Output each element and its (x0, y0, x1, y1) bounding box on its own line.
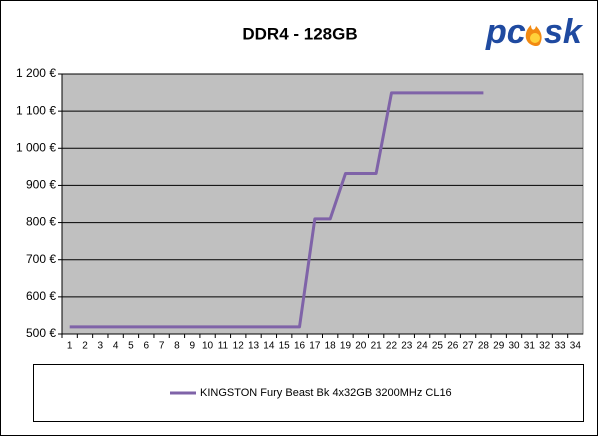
y-tick-label: 500 € (26, 326, 56, 340)
x-tick-label: 17 (309, 341, 321, 352)
legend-label: KINGSTON Fury Beast Bk 4x32GB 3200MHz CL… (200, 387, 452, 399)
x-tick-label: 20 (355, 341, 367, 352)
x-tick-label: 26 (447, 341, 459, 352)
x-tick-label: 12 (233, 341, 245, 352)
series-line (69, 91, 484, 329)
x-tick-label: 23 (401, 341, 413, 352)
x-tick-label: 6 (143, 341, 149, 352)
y-tick-label: 800 € (26, 215, 56, 229)
plot-area (61, 73, 584, 335)
x-tick-label: 31 (524, 341, 536, 352)
x-tick-label: 28 (478, 341, 490, 352)
x-tick-label: 9 (189, 341, 195, 352)
y-tick-label: 1 000 € (16, 140, 56, 154)
x-tick-label: 24 (417, 341, 429, 352)
chart-title: DDR4 - 128GB (242, 24, 357, 43)
x-tick-label: 21 (371, 341, 383, 352)
y-tick-label: 1 200 € (16, 66, 56, 80)
x-tick-label: 25 (432, 341, 444, 352)
y-tick-label: 900 € (26, 178, 56, 192)
x-tick-label: 1 (67, 341, 73, 352)
x-tick-label: 14 (263, 341, 275, 352)
x-tick-label: 16 (294, 341, 306, 352)
legend-box (33, 364, 584, 422)
logo-flame-core (530, 33, 540, 43)
x-tick-label: 15 (279, 341, 291, 352)
x-tick-label: 27 (463, 341, 475, 352)
x-tick-label: 30 (508, 341, 520, 352)
x-tick-label: 18 (325, 341, 337, 352)
x-tick-label: 19 (340, 341, 352, 352)
x-tick-label: 5 (128, 341, 134, 352)
x-tick-label: 10 (202, 341, 214, 352)
x-tick-label: 4 (113, 341, 119, 352)
y-tick-label: 1 100 € (16, 103, 56, 117)
x-tick-label: 3 (98, 341, 104, 352)
logo: pc sk (485, 13, 584, 51)
x-tick-label: 11 (218, 341, 229, 352)
x-tick-label: 22 (386, 341, 398, 352)
x-tick-label: 2 (82, 341, 88, 352)
x-tick-label: 8 (174, 341, 180, 352)
logo-text: pc (485, 13, 526, 51)
x-tick-label: 29 (493, 341, 505, 352)
logo-text: sk (544, 13, 584, 51)
y-tick-label: 700 € (26, 252, 56, 266)
y-tick-label: 600 € (26, 289, 56, 303)
x-tick-label: 34 (570, 341, 582, 352)
x-tick-label: 7 (159, 341, 165, 352)
x-tick-label: 13 (248, 341, 260, 352)
x-tick-label: 33 (554, 341, 566, 352)
x-tick-label: 32 (539, 341, 551, 352)
